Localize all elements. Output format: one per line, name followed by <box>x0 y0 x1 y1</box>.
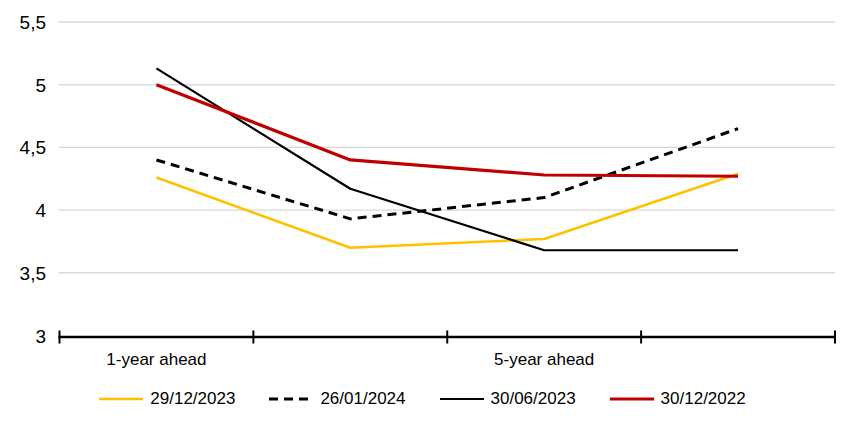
legend-item: 26/01/2024 <box>269 389 405 409</box>
y-tick-label: 4,5 <box>20 137 46 158</box>
legend-item: 30/06/2023 <box>440 389 576 409</box>
chart-legend: 29/12/2023 26/01/2024 30/06/2023 30/12/2… <box>0 389 845 409</box>
y-tick-label: 5 <box>35 75 46 96</box>
legend-label: 26/01/2024 <box>320 389 405 409</box>
legend-item: 29/12/2023 <box>99 389 235 409</box>
legend-swatch-line <box>99 394 143 404</box>
legend-label: 29/12/2023 <box>150 389 235 409</box>
y-tick-label: 4 <box>35 200 46 221</box>
series-line-30-12-2022 <box>156 85 738 177</box>
chart-page: 3 3,5 4 4,5 5 5,5 1-year ahead 5-year ahead 29/… <box>0 0 845 422</box>
x-axis-label: 1-year ahead <box>106 350 206 369</box>
line-chart-plot: 3 3,5 4 4,5 5 5,5 1-year ahead 5-year ahead <box>0 0 845 385</box>
y-tick-label: 3,5 <box>20 263 46 284</box>
legend-label: 30/06/2023 <box>491 389 576 409</box>
legend-label: 30/12/2022 <box>661 389 746 409</box>
y-tick-label: 3 <box>35 326 46 347</box>
legend-item: 30/12/2022 <box>610 389 746 409</box>
y-tick-label: 5,5 <box>20 12 46 33</box>
legend-swatch-line <box>440 394 484 404</box>
legend-swatch-line <box>269 394 313 404</box>
legend-swatch-line <box>610 394 654 404</box>
x-axis-label: 5-year ahead <box>494 350 594 369</box>
series-line-26-01-2024 <box>156 129 738 219</box>
